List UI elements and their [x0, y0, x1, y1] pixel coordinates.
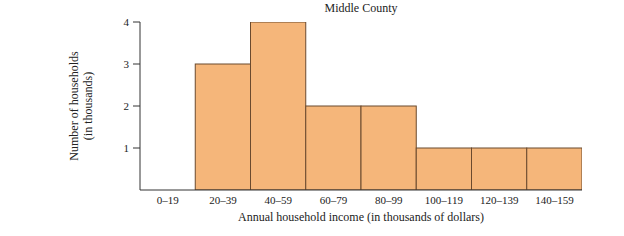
x-tick-label: 0–19 [157, 194, 180, 206]
y-tick [133, 106, 140, 107]
x-tick-label: 80–99 [375, 194, 403, 206]
chart-svg: Middle County 1 2 3 4 0–19 20–39 40–59 60–79 80–9… [0, 0, 624, 236]
chart-container: Middle County 1 2 3 4 0–19 20–39 40–59 60–79 80–9… [0, 0, 624, 236]
x-axis-label: Annual household income (in thousands of… [238, 210, 484, 224]
x-tick-label: 20–39 [209, 194, 237, 206]
bar [416, 148, 471, 190]
y-tick [133, 148, 140, 149]
x-tick-label: 60–79 [320, 194, 348, 206]
x-axis-line [140, 190, 582, 191]
bar [195, 64, 250, 190]
title: Middle County [324, 1, 397, 15]
x-tick-label: 120–139 [480, 194, 519, 206]
y-axis-label: Number of households [67, 51, 81, 161]
bar [472, 148, 527, 190]
bar [361, 106, 416, 190]
y-tick-label: 4 [124, 16, 130, 28]
x-tick-label: 40–59 [264, 194, 292, 206]
x-tick-label: 140–159 [535, 194, 574, 206]
bars [195, 22, 582, 190]
x-tick-label: 100–119 [425, 194, 464, 206]
bar [251, 22, 306, 190]
y-tick-label: 2 [124, 100, 130, 112]
y-tick-label: 1 [124, 142, 130, 154]
y-tick [133, 64, 140, 65]
y-axis-label: (in thousands) [81, 72, 95, 140]
y-tick [133, 22, 140, 23]
bar [527, 148, 582, 190]
y-tick-label: 3 [124, 58, 130, 70]
bar [306, 106, 361, 190]
